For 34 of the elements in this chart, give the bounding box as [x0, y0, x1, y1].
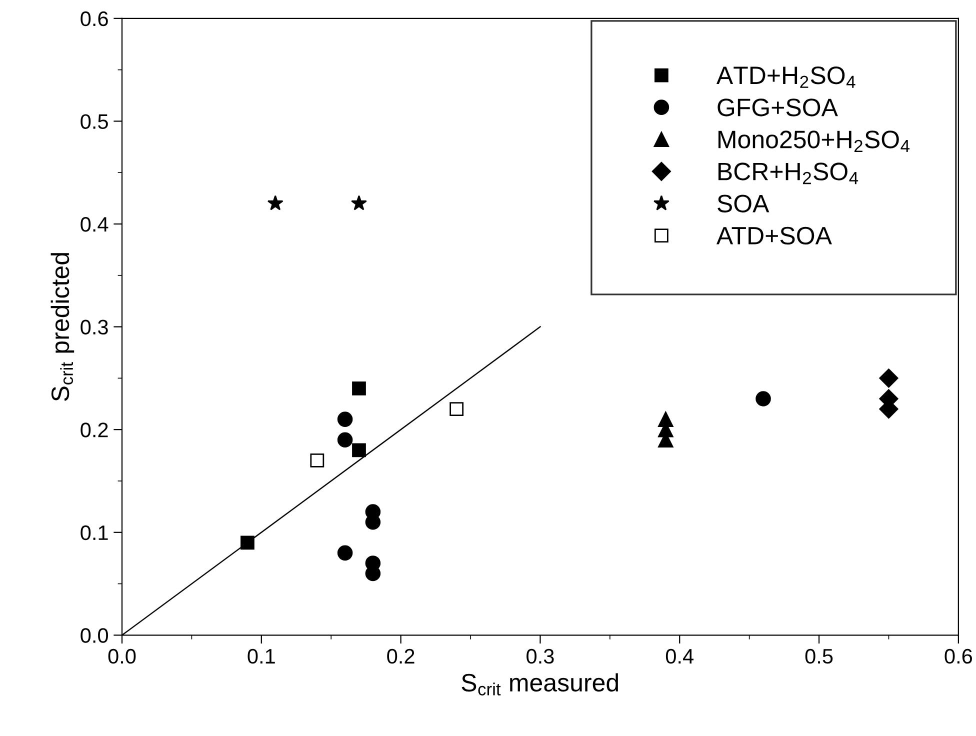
point: [310, 453, 324, 468]
y-tick-label: 0.4: [80, 216, 108, 232]
x-axis-title: S$_{crit}$ measured: [462, 673, 618, 696]
point: [337, 412, 353, 427]
point: [756, 391, 771, 406]
legend-label: Mono250+H$_{2}$SO$_{4}$: [718, 130, 910, 152]
x-tick-label: 0.1: [248, 648, 275, 664]
y-tick-label: 0.6: [80, 11, 108, 26]
legend-label: GFG+SOA: [718, 98, 838, 116]
legend-label: ATD+SOA: [716, 226, 832, 245]
point: [337, 432, 353, 448]
point: [337, 545, 353, 561]
legend-label: BCR+H$_{2}$SO$_{4}$: [718, 162, 858, 184]
y-tick-label: 0.5: [80, 114, 108, 129]
x-tick-label: 0.3: [526, 648, 554, 664]
legend-label: SOA: [718, 194, 770, 212]
x-tick-label: 0.5: [805, 648, 833, 664]
y-tick-label: 0.1: [80, 525, 108, 540]
legend-label: ATD+H$_{2}$SO$_{4}$: [716, 66, 856, 88]
point: [879, 368, 898, 388]
point: [352, 443, 366, 458]
y-tick-label: 0.3: [80, 320, 108, 335]
y-tick-label: 0.0: [80, 628, 108, 643]
point: [352, 382, 366, 396]
y-axis-title: S$_{crit}$ predicted: [50, 253, 74, 402]
x-tick-label: 0.0: [108, 648, 136, 664]
point: [267, 195, 284, 210]
x-tick-label: 0.6: [944, 648, 972, 664]
point: [351, 195, 367, 210]
x-tick-label: 0.4: [666, 648, 694, 664]
point: [450, 402, 464, 416]
y-tick-label: 0.2: [80, 422, 108, 438]
x-tick-label: 0.2: [387, 648, 414, 664]
point: [240, 536, 254, 550]
